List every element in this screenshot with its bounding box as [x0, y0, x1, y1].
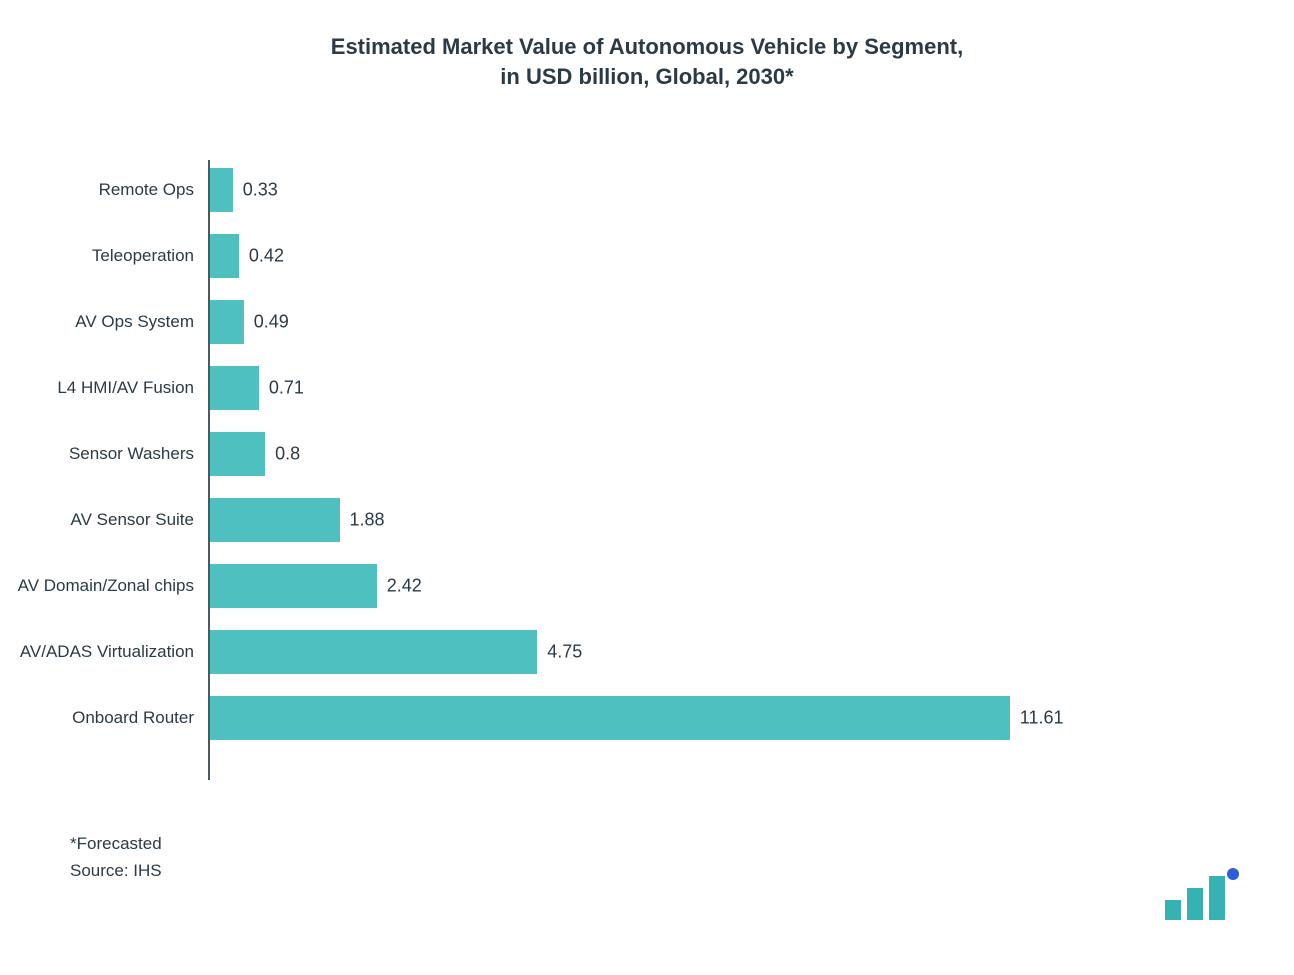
value-label: 2.42 — [387, 576, 422, 597]
category-label: Teleoperation — [4, 246, 208, 266]
category-label: Sensor Washers — [4, 444, 208, 464]
bar — [210, 300, 244, 344]
plot-area: Remote Ops0.33 Teleoperation0.42 AV Ops Sy… — [208, 160, 1148, 780]
logo-bar-1 — [1165, 900, 1181, 920]
bar-row: Sensor Washers0.8 — [208, 432, 1148, 476]
value-label: 1.88 — [350, 510, 385, 531]
bar — [210, 696, 1010, 740]
value-label: 0.33 — [243, 180, 278, 201]
value-label: 0.71 — [269, 378, 304, 399]
category-label: AV Sensor Suite — [4, 510, 208, 530]
bar — [210, 234, 239, 278]
category-label: AV Domain/Zonal chips — [4, 576, 208, 596]
category-label: Remote Ops — [4, 180, 208, 200]
bar-row: Onboard Router11.61 — [208, 696, 1148, 740]
category-label: AV Ops System — [4, 312, 208, 332]
bar-row: AV/ADAS Virtualization4.75 — [208, 630, 1148, 674]
bar — [210, 630, 537, 674]
chart-canvas: Estimated Market Value of Autonomous Veh… — [0, 0, 1294, 975]
source-text: Source: IHS — [70, 857, 162, 884]
chart-title: Estimated Market Value of Autonomous Veh… — [0, 32, 1294, 91]
bar — [210, 168, 233, 212]
category-label: AV/ADAS Virtualization — [4, 642, 208, 662]
value-label: 4.75 — [547, 642, 582, 663]
value-label: 0.42 — [249, 246, 284, 267]
chart-title-line2: in USD billion, Global, 2030* — [0, 62, 1294, 92]
chart-title-line1: Estimated Market Value of Autonomous Veh… — [0, 32, 1294, 62]
footnote: *Forecasted — [70, 830, 162, 857]
bar-row: Teleoperation0.42 — [208, 234, 1148, 278]
logo-bar-2 — [1187, 888, 1203, 920]
bar-row: L4 HMI/AV Fusion0.71 — [208, 366, 1148, 410]
bar-row: AV Ops System0.49 — [208, 300, 1148, 344]
brand-logo — [1165, 876, 1239, 920]
bar — [210, 432, 265, 476]
logo-dot — [1227, 868, 1239, 880]
category-label: L4 HMI/AV Fusion — [4, 378, 208, 398]
value-label: 0.49 — [254, 312, 289, 333]
bar — [210, 498, 340, 542]
bar-row: AV Sensor Suite1.88 — [208, 498, 1148, 542]
category-label: Onboard Router — [4, 708, 208, 728]
chart-footer: *Forecasted Source: IHS — [70, 830, 162, 884]
bar-row: AV Domain/Zonal chips2.42 — [208, 564, 1148, 608]
bar-row: Remote Ops0.33 — [208, 168, 1148, 212]
value-label: 0.8 — [275, 444, 300, 465]
value-label: 11.61 — [1020, 708, 1064, 729]
bar — [210, 366, 259, 410]
logo-bar-3 — [1209, 876, 1225, 920]
bar — [210, 564, 377, 608]
